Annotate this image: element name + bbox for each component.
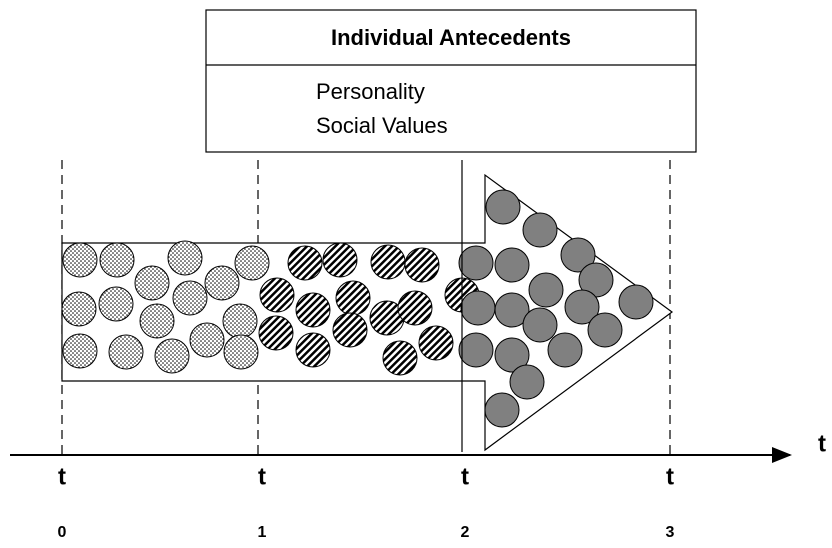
circle (108, 334, 144, 370)
circle (61, 291, 97, 327)
circle (522, 307, 558, 343)
circle (397, 290, 433, 326)
circle (458, 245, 494, 281)
circle (335, 280, 371, 316)
axis-label: t (818, 430, 826, 457)
circle (167, 240, 203, 276)
tick-label: t (666, 463, 674, 490)
circle (295, 292, 331, 328)
circle (134, 265, 170, 301)
circle (204, 265, 240, 301)
antecedents-box (205, 9, 697, 153)
circle (287, 245, 323, 281)
circle (234, 245, 270, 281)
circle (139, 303, 175, 339)
tick-label: t (58, 463, 66, 490)
circle (522, 212, 558, 248)
tick-labels: t 0 t 1 t 2 t 3 (58, 463, 675, 541)
tick-label: t (461, 463, 469, 490)
circle (494, 247, 530, 283)
circle (332, 312, 368, 348)
circle (222, 303, 258, 339)
circle (322, 242, 358, 278)
circle (618, 284, 654, 320)
circle (404, 247, 440, 283)
circle (485, 189, 521, 225)
circle (418, 325, 454, 361)
circle (98, 286, 134, 322)
circle (172, 280, 208, 316)
tick-subscript: 0 (58, 524, 67, 541)
circle (587, 312, 623, 348)
circle (547, 332, 583, 368)
circle (370, 244, 406, 280)
circle (295, 332, 331, 368)
circle (494, 292, 530, 328)
dashed-lines (61, 160, 671, 455)
circle (189, 322, 225, 358)
circle (509, 364, 545, 400)
circle (258, 315, 294, 351)
circle (494, 337, 530, 373)
box-title: Individual Antecedents (331, 25, 571, 50)
circle (528, 272, 564, 308)
circles (61, 189, 654, 428)
circle (99, 242, 135, 278)
circle (560, 237, 596, 273)
tick-subscript: 1 (258, 524, 267, 541)
circle (62, 333, 98, 369)
tick-label: t (258, 463, 266, 490)
circle (154, 338, 190, 374)
box-item: Personality (316, 79, 425, 104)
circle (223, 334, 259, 370)
circle (458, 332, 494, 368)
circle (484, 392, 520, 428)
circle (259, 277, 295, 313)
circle (564, 289, 600, 325)
circle (460, 290, 496, 326)
circle (62, 242, 98, 278)
box-item: Social Values (316, 113, 448, 138)
tick-subscript: 2 (461, 524, 470, 541)
tick-subscript: 3 (666, 524, 675, 541)
circle (382, 340, 418, 376)
